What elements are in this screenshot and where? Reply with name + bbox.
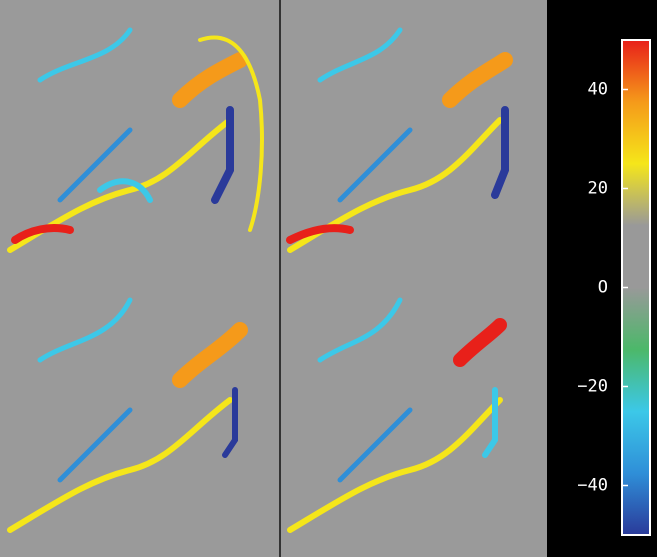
tick-label: −20 bbox=[577, 377, 608, 397]
tick-label: 40 bbox=[588, 80, 608, 100]
tick-label: 20 bbox=[588, 179, 608, 199]
figure: −40 −20 O 20 40 bbox=[0, 0, 657, 557]
tick-label: O bbox=[598, 278, 608, 298]
tick-label: −40 bbox=[577, 476, 608, 496]
field-panels bbox=[0, 0, 547, 557]
